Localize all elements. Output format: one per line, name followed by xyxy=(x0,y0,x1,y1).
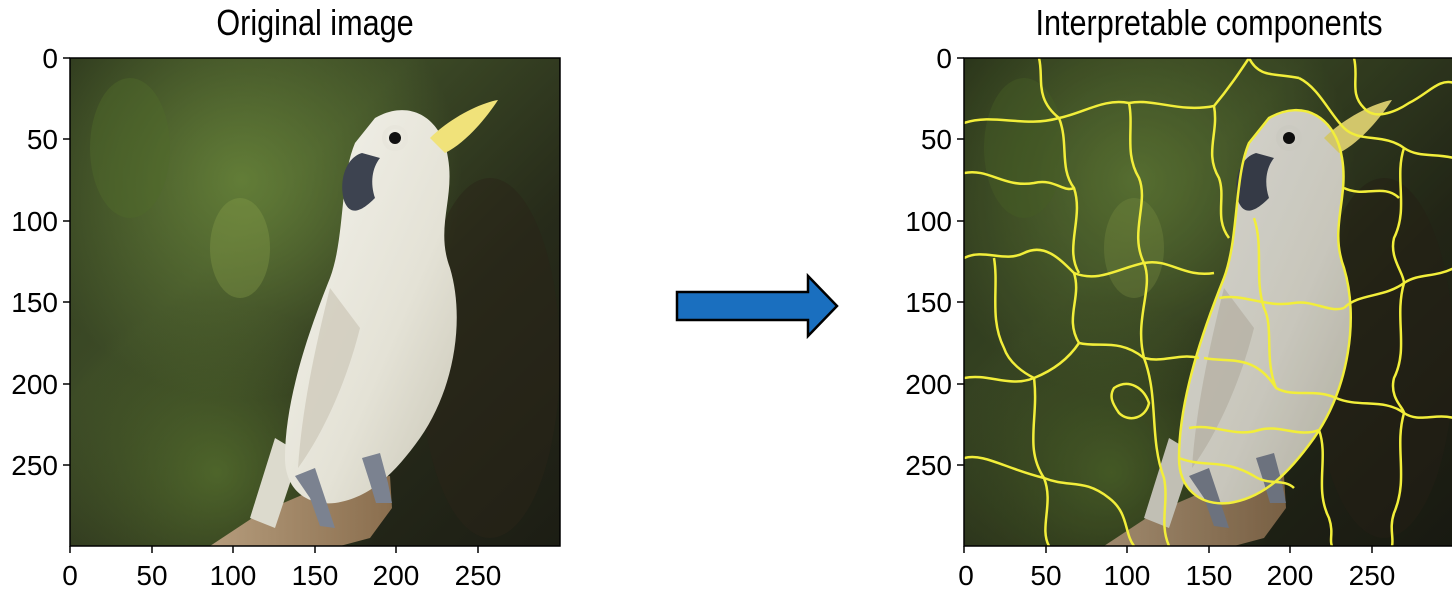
components-x-tick-250: 250 xyxy=(1349,560,1396,591)
components-y-tick-150: 150 xyxy=(905,287,952,318)
original-y-tick-50: 50 xyxy=(27,124,58,155)
interpretable-components-title: Interpretable components xyxy=(1035,2,1383,43)
components-x-tick-200: 200 xyxy=(1267,560,1314,591)
original-y-axis xyxy=(63,57,70,466)
components-x-axis xyxy=(963,546,1373,553)
original-x-tick-150: 150 xyxy=(292,560,339,591)
components-x-tick-50: 50 xyxy=(1030,560,1061,591)
original-y-tick-250: 250 xyxy=(11,450,58,481)
original-y-tick-0: 0 xyxy=(42,43,58,74)
components-x-tick-100: 100 xyxy=(1104,560,1151,591)
original-x-axis xyxy=(69,546,479,553)
original-x-tick-100: 100 xyxy=(210,560,257,591)
components-y-tick-250: 250 xyxy=(905,450,952,481)
original-image-panel: 0 50 100 150 200 250 0 50 100 150 200 25… xyxy=(11,43,561,591)
original-y-tick-200: 200 xyxy=(11,369,58,400)
components-x-tick-0: 0 xyxy=(958,560,974,591)
interpretable-components-panel: 0 50 100 150 200 250 0 50 100 150 200 25… xyxy=(905,43,1452,591)
components-y-tick-100: 100 xyxy=(905,206,952,237)
original-x-tick-250: 250 xyxy=(455,560,502,591)
original-y-tick-150: 150 xyxy=(11,287,58,318)
components-y-tick-50: 50 xyxy=(921,124,952,155)
segmented-cockatoo-photo xyxy=(964,58,1452,546)
components-x-tick-150: 150 xyxy=(1186,560,1233,591)
original-image-title: Original image xyxy=(216,2,414,43)
right-arrow-icon xyxy=(675,272,839,340)
components-y-axis xyxy=(957,57,964,466)
original-x-tick-50: 50 xyxy=(136,560,167,591)
components-y-tick-0: 0 xyxy=(936,43,952,74)
original-x-tick-0: 0 xyxy=(62,560,78,591)
original-y-tick-100: 100 xyxy=(11,206,58,237)
components-y-tick-200: 200 xyxy=(905,369,952,400)
cockatoo-photo xyxy=(70,58,560,546)
original-x-tick-200: 200 xyxy=(373,560,420,591)
